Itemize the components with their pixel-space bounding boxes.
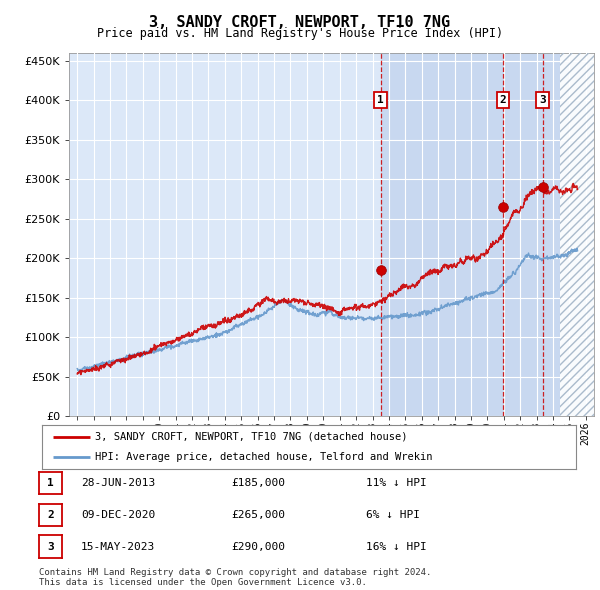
Bar [560, 53, 594, 416]
Text: Contains HM Land Registry data © Crown copyright and database right 2024.
This d: Contains HM Land Registry data © Crown c… [39, 568, 431, 587]
Text: 2: 2 [499, 95, 506, 105]
Text: 28-JUN-2013: 28-JUN-2013 [81, 478, 155, 488]
Bar [560, 53, 594, 416]
Text: £290,000: £290,000 [231, 542, 285, 552]
Text: 11% ↓ HPI: 11% ↓ HPI [366, 478, 427, 488]
Text: HPI: Average price, detached house, Telford and Wrekin: HPI: Average price, detached house, Telf… [95, 452, 433, 462]
Text: 3: 3 [47, 542, 54, 552]
Text: 09-DEC-2020: 09-DEC-2020 [81, 510, 155, 520]
Text: 3, SANDY CROFT, NEWPORT, TF10 7NG: 3, SANDY CROFT, NEWPORT, TF10 7NG [149, 15, 451, 30]
Text: 2: 2 [47, 510, 54, 520]
Text: £185,000: £185,000 [231, 478, 285, 488]
Text: 3, SANDY CROFT, NEWPORT, TF10 7NG (detached house): 3, SANDY CROFT, NEWPORT, TF10 7NG (detac… [95, 432, 408, 442]
Text: 15-MAY-2023: 15-MAY-2023 [81, 542, 155, 552]
Text: £265,000: £265,000 [231, 510, 285, 520]
Text: 1: 1 [377, 95, 384, 105]
Text: 6% ↓ HPI: 6% ↓ HPI [366, 510, 420, 520]
Text: 16% ↓ HPI: 16% ↓ HPI [366, 542, 427, 552]
Text: 1: 1 [47, 478, 54, 488]
Text: 3: 3 [539, 95, 546, 105]
Bar [380, 53, 560, 416]
Text: Price paid vs. HM Land Registry's House Price Index (HPI): Price paid vs. HM Land Registry's House … [97, 27, 503, 40]
